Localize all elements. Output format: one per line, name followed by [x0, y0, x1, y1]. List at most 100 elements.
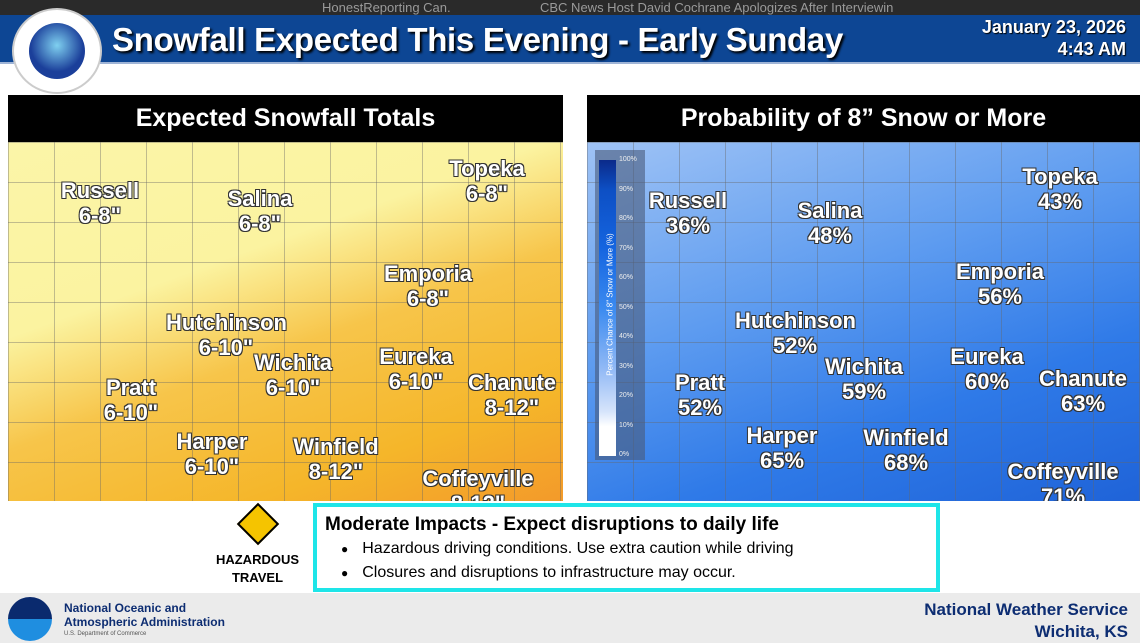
city-label: Winfield 8-12": [276, 434, 396, 484]
page-title: Snowfall Expected This Evening - Early S…: [112, 21, 844, 58]
legend-tick: 20%: [619, 392, 634, 399]
city-label: Wichita 6-10": [233, 350, 353, 400]
hazard-label: HAZARDOUS: [215, 552, 300, 567]
city-name: Eureka: [950, 344, 1024, 369]
legend-tick: 30%: [619, 362, 634, 370]
city-name: Salina: [797, 198, 863, 223]
legend-tick: 60%: [619, 274, 634, 281]
city-value: 43%: [1037, 189, 1083, 214]
city-value: 8-12": [484, 395, 540, 420]
city-value: 6-8": [465, 181, 509, 206]
legend-tick: 70%: [619, 244, 634, 252]
slippery-road-icon: [236, 502, 279, 546]
legend-colorbar: [599, 160, 616, 456]
city-label: Salina 6-8": [200, 186, 320, 236]
city-name: Winfield: [863, 425, 949, 450]
city-value: 8-12": [308, 459, 364, 484]
city-value: 6-8": [78, 203, 122, 228]
city-name: Coffeyville: [1007, 459, 1119, 484]
city-value: 48%: [807, 223, 853, 248]
city-value: 52%: [677, 395, 723, 420]
city-value: 59%: [841, 379, 887, 404]
city-name: Hutchinson: [735, 308, 856, 333]
city-value: 71%: [1040, 484, 1086, 501]
nws-logo-icon: [29, 23, 85, 79]
time: 4:43 AM: [1057, 39, 1126, 59]
snowfall-totals-panel: Expected Snowfall Totals Russell 6-8" Sali…: [8, 95, 563, 501]
city-label: Harper 65%: [722, 423, 842, 473]
city-value: 68%: [883, 450, 929, 475]
city-value: 60%: [964, 369, 1010, 394]
browser-headline-right[interactable]: CBC News Host David Cochrane Apologizes …: [540, 0, 894, 15]
city-name: Hutchinson: [166, 310, 287, 335]
impacts-box: Moderate Impacts - Expect disruptions to…: [313, 503, 940, 592]
header-banner: Snowfall Expected This Evening - Early S…: [0, 15, 1140, 64]
panel-title: Expected Snowfall Totals: [8, 95, 563, 142]
probability-map: Percent Chance of 8" Snow or More (%) 10…: [587, 142, 1140, 501]
city-value: 6-8": [238, 211, 282, 236]
city-label: Pratt 6-10": [71, 375, 191, 425]
city-label: Coffeyville 71%: [1003, 459, 1123, 501]
noaa-sub: U.S. Department of Commerce: [64, 631, 147, 637]
legend-tick: 80%: [619, 215, 634, 222]
city-name: Emporia: [383, 261, 473, 286]
hazard-label: TRAVEL: [231, 570, 284, 585]
city-name: Salina: [227, 186, 293, 211]
city-name: Topeka: [1022, 164, 1098, 189]
city-name: Wichita: [824, 354, 904, 379]
city-name: Chanute: [468, 370, 556, 395]
browser-headline-left[interactable]: HonestReporting Can.: [322, 0, 451, 15]
city-value: 63%: [1060, 391, 1106, 416]
city-label: Topeka 6-8": [427, 156, 547, 206]
city-label: Hutchinson 52%: [735, 308, 856, 358]
city-value: 6-10": [103, 400, 159, 425]
noaa-line: Atmospheric Administration: [64, 615, 225, 629]
probability-panel: Probability of 8” Snow or More Percent C…: [587, 95, 1140, 501]
city-name: Harper: [176, 429, 248, 454]
city-value: 6-8": [406, 286, 450, 311]
city-value: 6-10": [265, 375, 321, 400]
city-name: Winfield: [293, 434, 379, 459]
city-value: 36%: [665, 213, 711, 238]
legend-tick: 100%: [619, 156, 637, 163]
browser-strip: HonestReporting Can. CBC News Host David…: [0, 0, 1140, 15]
city-label: Topeka 43%: [1000, 164, 1120, 214]
snowfall-map: Russell 6-8" Salina 6-8" Topeka 6-8" Emporia 6-…: [8, 142, 563, 501]
city-value: 6-10": [388, 369, 444, 394]
city-name: Coffeyville: [422, 466, 534, 491]
probability-legend: Percent Chance of 8" Snow or More (%) 10…: [595, 150, 645, 460]
city-name: Wichita: [253, 350, 333, 375]
office-name: National Weather Service Wichita, KS: [924, 599, 1128, 643]
city-label: Chanute 8-12": [452, 370, 563, 420]
city-label: Winfield 68%: [846, 425, 966, 475]
legend-tick: 90%: [619, 185, 634, 193]
city-value: 6-10": [198, 335, 254, 360]
impact-bullet: Hazardous driving conditions. Use extra …: [325, 537, 928, 561]
impact-bullet: Closures and disruptions to infrastructu…: [325, 561, 928, 585]
city-label: Wichita 59%: [804, 354, 924, 404]
city-name: Harper: [746, 423, 818, 448]
legend-title: Percent Chance of 8" Snow or More (%): [605, 233, 615, 376]
noaa-name: National Oceanic and Atmospheric Administ…: [64, 601, 225, 629]
city-label: Eureka 6-10": [356, 344, 476, 394]
city-name: Pratt: [674, 370, 726, 395]
legend-tick: 0%: [619, 451, 630, 458]
city-value: 56%: [977, 284, 1023, 309]
city-label: Salina 48%: [770, 198, 890, 248]
city-label: Emporia 56%: [940, 259, 1060, 309]
legend-tick: 10%: [619, 421, 634, 429]
city-name: Eureka: [379, 344, 453, 369]
city-name: Russell: [60, 178, 140, 203]
city-value: 52%: [772, 333, 818, 358]
footer: National Oceanic and Atmospheric Administ…: [0, 593, 1140, 643]
county-grid: [8, 142, 563, 501]
city-label: Chanute 63%: [1023, 366, 1140, 416]
city-label: Russell 36%: [628, 188, 748, 238]
legend-tick: 50%: [619, 303, 634, 311]
office-line: Wichita, KS: [1034, 622, 1128, 641]
timestamp: January 23, 2026 4:43 AM: [982, 16, 1126, 60]
date: January 23, 2026: [981, 17, 1126, 37]
city-name: Topeka: [449, 156, 525, 181]
impacts-title: Moderate Impacts - Expect disruptions to…: [325, 514, 779, 535]
legend-tick: 40%: [619, 333, 634, 340]
